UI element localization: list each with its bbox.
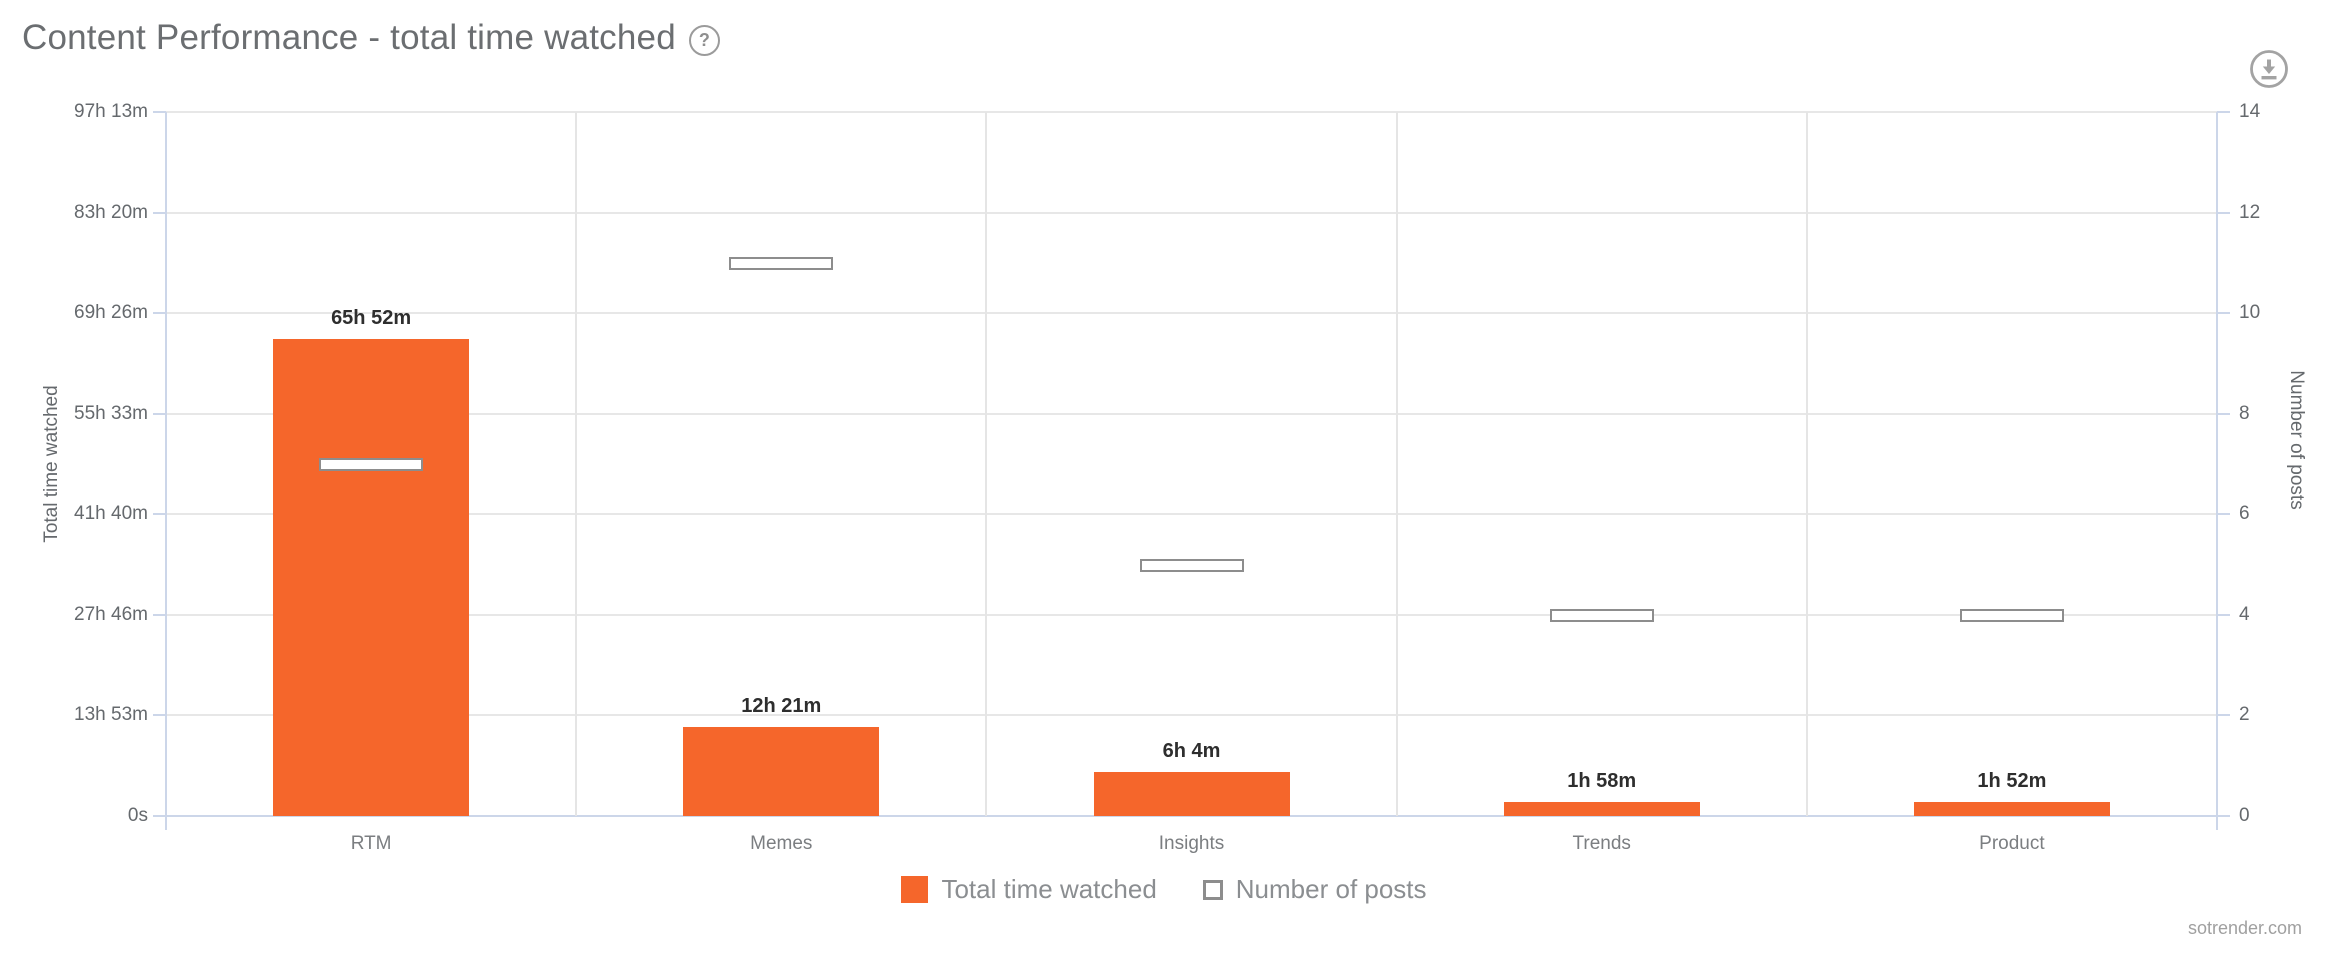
legend-item-total-time-watched[interactable]: Total time watched [901, 874, 1157, 905]
gridline-vertical [2216, 112, 2218, 830]
gridline-vertical [1395, 112, 1398, 816]
legend-label: Total time watched [941, 874, 1157, 904]
y-axis-label-right: 8 [2239, 402, 2250, 424]
gridline-horizontal [166, 714, 2217, 717]
bar-value-label: 65h 52m [331, 307, 412, 330]
header: Content Performance - total time watched… [22, 18, 720, 58]
y-axis-label-left: 41h 40m [74, 503, 148, 525]
gridline-horizontal [166, 211, 2217, 214]
gridline-horizontal [166, 613, 2217, 616]
y-axis-label-right: 14 [2239, 101, 2261, 122]
y-axis-label-right: 4 [2239, 603, 2250, 625]
y-axis-label-left: 69h 26m [74, 302, 148, 324]
right-axis-tick [2217, 211, 2230, 214]
legend-label: Number of posts [1235, 874, 1427, 904]
y-axis-label-left: 0s [127, 805, 148, 826]
gridline-horizontal [166, 111, 2217, 113]
left-axis-tick [153, 714, 166, 717]
left-axis-tick [153, 815, 166, 817]
gridline-horizontal [166, 312, 2217, 315]
left-axis-tick [153, 613, 166, 616]
left-axis-tick [153, 111, 166, 113]
posts-marker-memes[interactable] [729, 256, 834, 270]
y-axis-label-right: 10 [2239, 302, 2261, 324]
right-axis-tick [2217, 714, 2230, 717]
y-axis-label-left: 13h 53m [74, 704, 148, 726]
left-axis-tick [153, 312, 166, 315]
bar-insights[interactable] [1093, 772, 1290, 816]
right-axis-title: Number of posts [2286, 370, 2307, 510]
help-icon[interactable]: ? [688, 24, 720, 56]
bar-value-label: 1h 58m [1567, 769, 1637, 792]
bar-rtm[interactable] [273, 339, 470, 816]
right-axis-tick [2217, 412, 2230, 415]
download-icon [2250, 50, 2288, 88]
y-axis-label-left: 97h 13m [74, 101, 148, 122]
gridline-vertical [165, 112, 167, 830]
posts-marker-trends[interactable] [1549, 608, 1654, 622]
right-axis-tick [2217, 312, 2230, 315]
y-axis-label-right: 6 [2239, 503, 2250, 525]
posts-marker-rtm[interactable] [319, 458, 424, 471]
posts-marker-product[interactable] [1959, 608, 2064, 622]
bar-product[interactable] [1913, 802, 2110, 816]
gridline-vertical [575, 112, 578, 816]
right-axis-tick [2217, 111, 2230, 113]
posts-marker-insights[interactable] [1139, 558, 1244, 572]
x-axis-label-product: Product [1979, 833, 2045, 854]
x-axis-label-memes: Memes [750, 833, 813, 854]
bar-trends[interactable] [1503, 801, 1700, 816]
y-axis-label-right: 2 [2239, 704, 2250, 726]
x-axis-label-rtm: RTM [350, 833, 392, 854]
y-axis-label-right: 0 [2239, 805, 2250, 826]
watermark: sotrender.com [2187, 918, 2302, 938]
y-axis-label-left: 55h 33m [74, 402, 148, 424]
x-axis-label-insights: Insights [1158, 833, 1225, 854]
x-axis-label-trends: Trends [1572, 833, 1631, 854]
gridline-horizontal [166, 815, 2217, 817]
bar-value-label: 12h 21m [741, 694, 822, 717]
bar-memes[interactable] [683, 726, 880, 816]
marker-series-swatch-icon [1202, 879, 1223, 900]
left-axis-tick [153, 513, 166, 516]
right-axis-tick [2217, 613, 2230, 616]
bar-value-label: 6h 4m [1162, 740, 1221, 763]
gridline-vertical [985, 112, 988, 816]
legend: Total time watched Number of posts [0, 874, 2328, 905]
right-axis-tick [2217, 815, 2230, 817]
download-button[interactable] [2248, 48, 2290, 90]
gridline-horizontal [166, 412, 2217, 415]
y-axis-label-left: 83h 20m [74, 201, 148, 223]
y-axis-label-left: 27h 46m [74, 603, 148, 625]
left-axis-tick [153, 211, 166, 214]
column-series-swatch-icon [901, 876, 929, 903]
gridline-horizontal [166, 513, 2217, 516]
legend-item-number-of-posts[interactable]: Number of posts [1202, 874, 1427, 905]
page-title: Content Performance - total time watched [22, 18, 676, 57]
y-axis-label-right: 12 [2239, 201, 2261, 223]
gridline-vertical [1805, 112, 1808, 816]
bar-value-label: 1h 52m [1977, 770, 2047, 793]
left-axis-tick [153, 412, 166, 415]
right-axis-tick [2217, 513, 2230, 516]
